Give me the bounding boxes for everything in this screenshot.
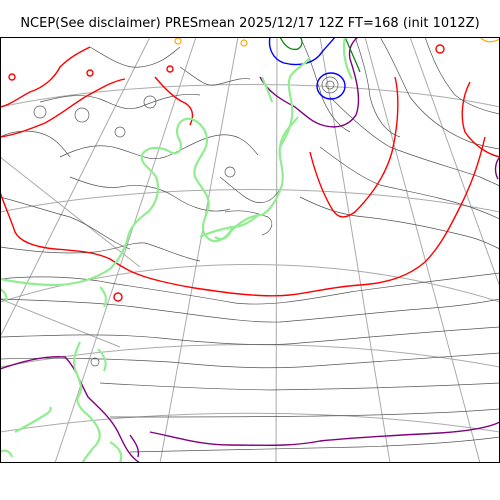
isobar [59,134,259,160]
isobar [354,37,401,138]
coastline [279,56,311,148]
isobar [424,37,500,115]
blue-isobar-loop [316,72,346,100]
isobar [0,352,500,369]
coastline [260,76,274,103]
red-isobar [0,46,91,108]
isobar [219,176,281,203]
red-isobars [0,44,500,302]
longitude-line [159,37,239,463]
coastline [99,286,107,308]
green-isobars [279,37,361,73]
green-isobar [279,37,303,50]
isobar [0,196,131,250]
map-background [0,37,500,463]
isobar [319,146,500,220]
pressure-map [0,37,500,463]
isobar-loop [74,107,90,123]
coastline [199,214,259,241]
isobar [379,37,500,150]
coastlines [0,37,353,463]
red-isobar-loop [435,44,445,54]
longitude-line [0,298,121,348]
purple-isobar [494,156,500,180]
isobar [179,66,251,86]
isobar [0,272,500,305]
isobar [299,196,500,250]
isobar-loop [33,105,47,119]
coastline [14,406,52,433]
latitude-line [0,84,500,108]
longitude-line [364,37,481,463]
purple-isobar [129,434,140,458]
red-isobar-loop [8,73,16,81]
isobar [109,408,500,418]
coastline [73,341,101,463]
map-frame [0,37,500,463]
isobar-loop [143,95,157,109]
isobar [129,436,500,453]
isobar [0,326,500,345]
green-isobar [344,37,361,73]
isobar-loop [90,357,100,367]
coastline [109,441,123,463]
isobar [39,93,201,110]
red-isobar [309,76,399,218]
isobar [0,242,201,262]
purple-isobar [0,355,141,463]
isobar [99,382,500,391]
longitude-line [409,37,500,288]
purple-isobar [149,421,500,447]
latitude-line [0,412,500,433]
blue-isobar [268,37,336,66]
red-isobar [0,136,486,297]
isobar [0,130,71,158]
red-isobar-loop [113,292,123,302]
red-isobar [0,78,126,138]
orange-isobar [479,37,500,43]
blue-isobars [268,37,346,100]
coastline [342,37,353,80]
latitude-line [0,189,500,213]
longitude-line [275,37,278,463]
isobar [0,298,500,323]
isobar-loop [321,76,339,94]
isobar [224,210,273,236]
longitude-line [54,37,197,463]
isobar-loop [325,80,335,90]
red-isobar-loop [86,69,94,77]
coastline [0,449,14,458]
red-isobar [154,76,194,126]
longitude-line [0,156,141,268]
coastline [0,116,299,287]
isobar [89,46,181,68]
coastline [97,348,107,372]
coastline [0,288,8,303]
longitude-line [319,37,391,463]
isobar-loop [114,126,126,138]
isobar-loop [224,166,236,178]
isobar [329,96,500,188]
red-isobar-loop [166,65,174,73]
longitude-line [0,37,151,338]
map-title: NCEP(See disclaimer) PRESmean 2025/12/17… [20,16,480,31]
red-isobar [461,81,500,158]
isobar [69,176,231,212]
orange-isobar-loop [240,39,248,47]
